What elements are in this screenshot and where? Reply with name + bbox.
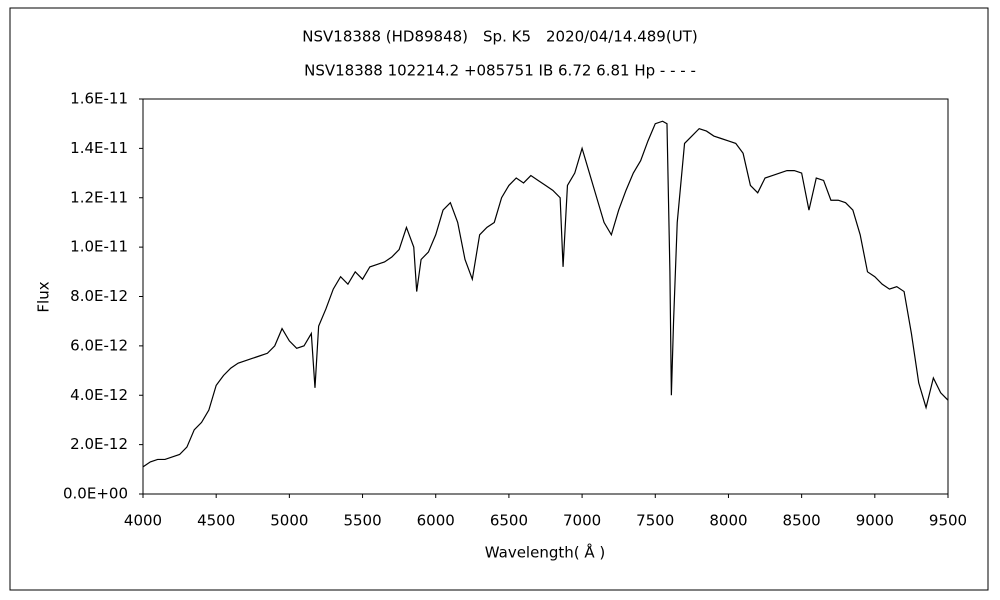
y-tick-label: 1.2E-11 xyxy=(70,188,128,206)
y-tick-label: 2.0E-12 xyxy=(70,435,128,453)
spectrum-line xyxy=(142,120,949,468)
y-tick-label: 4.0E-12 xyxy=(70,386,128,404)
y-tick-label: 8.0E-12 xyxy=(70,287,128,305)
y-axis-label: Flux xyxy=(35,281,53,312)
plot-area xyxy=(142,98,949,495)
chart-title: NSV18388 (HD89848) Sp. K5 2020/04/14.489… xyxy=(302,28,697,46)
x-tick-label: 5500 xyxy=(343,512,381,530)
x-tick-label: 6500 xyxy=(490,512,528,530)
x-tick-label: 4500 xyxy=(197,512,235,530)
y-tick-label: 1.0E-11 xyxy=(70,238,128,256)
x-tick-label: 7000 xyxy=(563,512,601,530)
x-tick-label: 9500 xyxy=(929,512,967,530)
x-tick-label: 8000 xyxy=(709,512,747,530)
chart-subtitle: NSV18388 102214.2 +085751 IB 6.72 6.81 H… xyxy=(304,62,696,80)
x-tick-label: 9000 xyxy=(856,512,894,530)
y-tick-label: 1.6E-11 xyxy=(70,90,128,108)
x-tick-label: 8500 xyxy=(783,512,821,530)
chart-frame xyxy=(9,7,989,591)
y-tick-label: 1.4E-11 xyxy=(70,139,128,157)
y-tick-label: 0.0E+00 xyxy=(63,485,128,503)
x-tick-label: 4000 xyxy=(124,512,162,530)
x-tick-label: 5000 xyxy=(270,512,308,530)
x-tick-label: 6000 xyxy=(417,512,455,530)
x-tick-label: 7500 xyxy=(636,512,674,530)
y-tick-label: 6.0E-12 xyxy=(70,336,128,354)
x-axis-label: Wavelength( Å ) xyxy=(485,543,605,562)
